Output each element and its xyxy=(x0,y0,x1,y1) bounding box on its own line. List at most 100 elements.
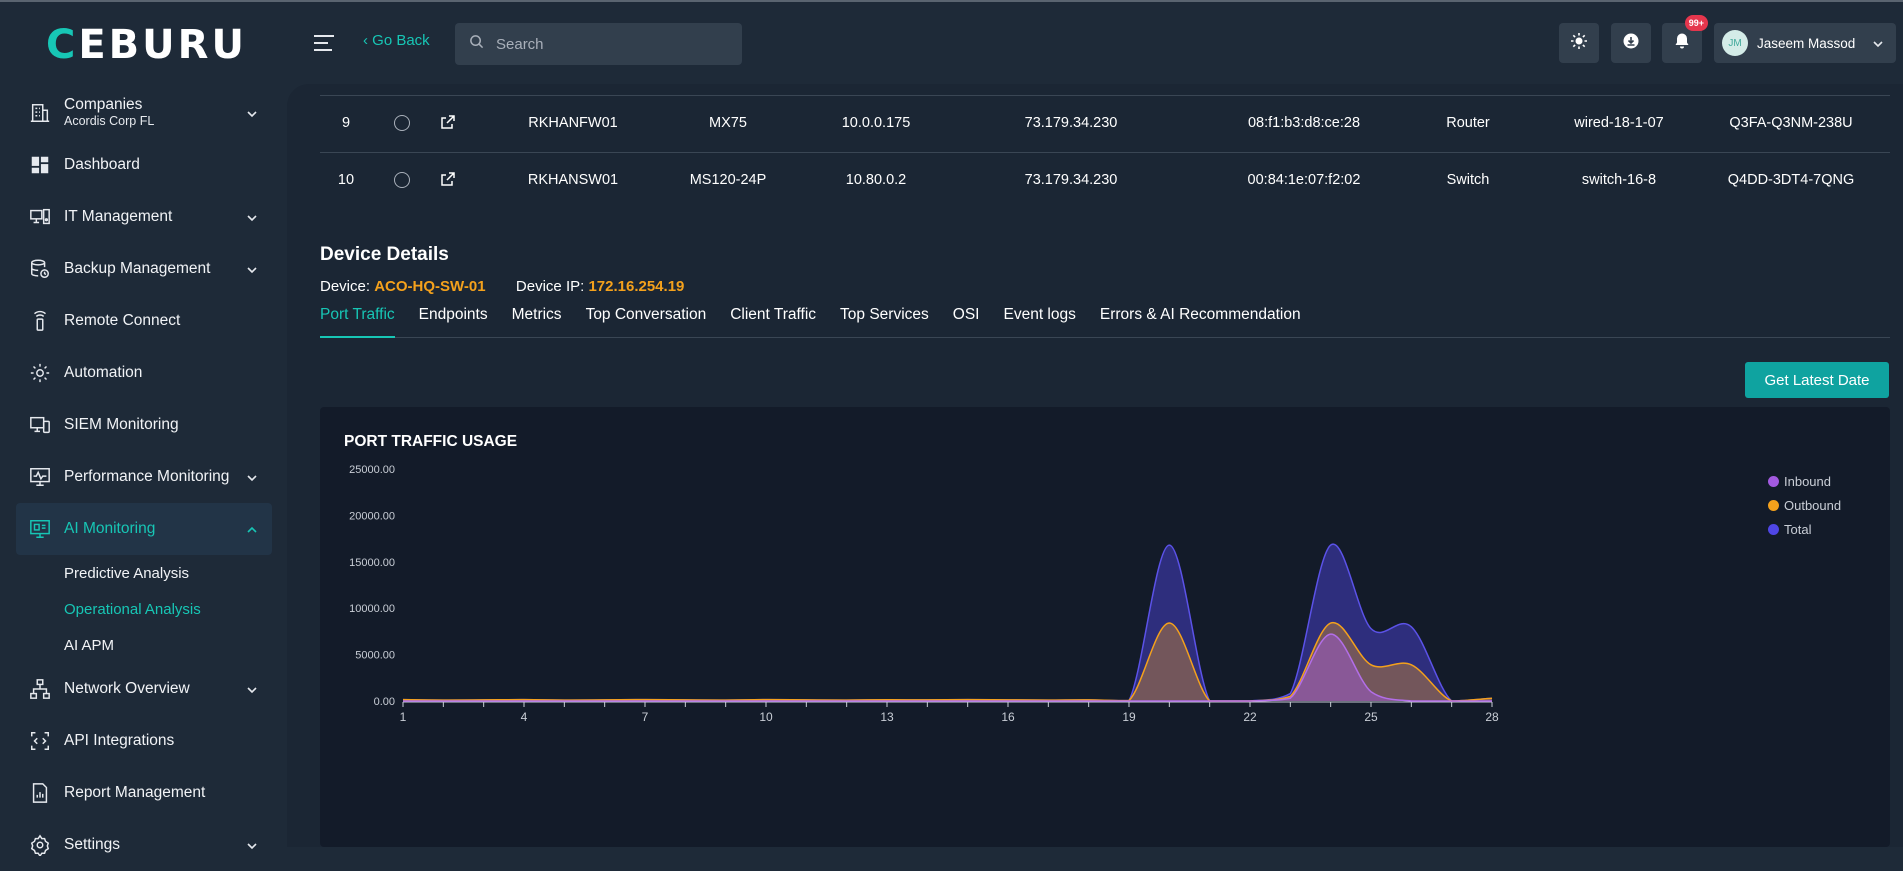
x-tick-label: 7 xyxy=(642,710,649,724)
submenu-operational-analysis[interactable]: Operational Analysis xyxy=(64,600,201,618)
chevron-down-icon xyxy=(246,107,258,119)
tab-event-logs[interactable]: Event logs xyxy=(1003,306,1076,323)
sidebar-item-label: Report Management xyxy=(64,784,206,801)
bell-icon xyxy=(1673,32,1691,55)
mac-address: 08:f1:b3:d8:ce:28 xyxy=(1247,115,1361,131)
x-tick-label: 19 xyxy=(1122,710,1136,724)
search-input[interactable] xyxy=(496,35,716,53)
public-ip: 73.179.34.230 xyxy=(1024,115,1118,131)
go-back-link[interactable]: ‹ Go Back xyxy=(363,32,430,49)
device-name: RKHANFW01 xyxy=(528,115,618,131)
device-table: 9 RKHANFW01 MX75 10.0.0.175 73.179.34.23… xyxy=(320,95,1890,209)
user-menu[interactable]: JM Jaseem Massod xyxy=(1714,23,1896,63)
device-name: RKHANSW01 xyxy=(527,172,619,188)
network-icon xyxy=(28,677,52,701)
sidebar-item-remote-connect[interactable]: Remote Connect xyxy=(16,295,272,347)
sidebar-item-companies[interactable]: Companies Acordis Corp FL xyxy=(16,87,272,139)
top-border xyxy=(0,0,1903,2)
sidebar-item-performance-monitoring[interactable]: Performance Monitoring xyxy=(16,451,272,503)
row-select-radio[interactable] xyxy=(394,115,410,131)
tab-client-traffic[interactable]: Client Traffic xyxy=(730,306,817,323)
y-tick-label: 20000.00 xyxy=(349,510,395,522)
external-link-icon[interactable] xyxy=(440,114,456,130)
companies-label: Companies xyxy=(64,96,143,113)
legend-inbound[interactable]: Inbound xyxy=(1768,469,1841,493)
brand-logo[interactable]: CEBURU xyxy=(46,22,247,68)
notification-badge: 99+ xyxy=(1684,15,1708,31)
chevron-down-icon xyxy=(246,211,258,223)
sidebar-item-report-management[interactable]: Report Management xyxy=(16,767,272,819)
device-tabs: Port Traffic Endpoints Metrics Top Conve… xyxy=(320,304,1890,338)
sidebar-item-it-management[interactable]: IT Management xyxy=(16,191,272,243)
chart-legend: Inbound Outbound Total xyxy=(1768,469,1841,541)
sidebar-item-api-integrations[interactable]: API Integrations xyxy=(16,715,272,767)
x-tick-label: 25 xyxy=(1364,710,1378,724)
tab-metrics[interactable]: Metrics xyxy=(511,306,562,323)
settings-icon xyxy=(28,833,52,857)
legend-total[interactable]: Total xyxy=(1768,517,1841,541)
sidebar-item-settings[interactable]: Settings xyxy=(16,819,272,871)
series-inbound-line xyxy=(402,633,1492,702)
sidebar-nav: Companies Acordis Corp FL Dashboard IT Ma… xyxy=(16,87,272,871)
submenu-ai-apm[interactable]: AI APM xyxy=(64,636,115,654)
chevron-up-icon xyxy=(246,523,258,535)
it-management-icon xyxy=(28,205,52,229)
public-ip: 73.179.34.230 xyxy=(1024,172,1118,188)
tab-endpoints[interactable]: Endpoints xyxy=(418,306,488,323)
series-total-area xyxy=(403,544,1492,701)
row-select-radio[interactable] xyxy=(394,172,410,188)
user-name: Jaseem Massod xyxy=(1757,35,1856,51)
lan-ip: 10.0.0.175 xyxy=(841,115,911,131)
tab-top-services[interactable]: Top Services xyxy=(840,306,929,323)
lan-ip: 10.80.0.2 xyxy=(845,172,907,188)
chart-title: PORT TRAFFIC USAGE xyxy=(344,433,518,450)
sidebar-item-label: IT Management xyxy=(64,208,173,225)
sidebar-item-automation[interactable]: Automation xyxy=(16,347,272,399)
sidebar-item-label: Remote Connect xyxy=(64,312,181,329)
sidebar-item-siem-monitoring[interactable]: SIEM Monitoring xyxy=(16,399,272,451)
sidebar-item-network-overview[interactable]: Network Overview xyxy=(16,663,272,715)
tab-top-conversation[interactable]: Top Conversation xyxy=(585,306,707,323)
y-tick-label: 5000.00 xyxy=(355,650,395,662)
sidebar-item-ai-monitoring[interactable]: AI Monitoring xyxy=(16,503,272,555)
y-tick-label: 0.00 xyxy=(374,696,395,708)
download-button[interactable] xyxy=(1611,23,1651,63)
x-tick-label: 4 xyxy=(521,710,528,724)
submenu-predictive-analysis[interactable]: Predictive Analysis xyxy=(64,564,190,582)
tab-errors-ai-recommendation[interactable]: Errors & AI Recommendation xyxy=(1099,306,1301,323)
menu-toggle-icon[interactable] xyxy=(314,35,334,51)
row-number: 9 xyxy=(341,115,351,131)
x-tick-label: 10 xyxy=(759,710,773,724)
sidebar-item-dashboard[interactable]: Dashboard xyxy=(16,139,272,191)
sidebar-item-backup-management[interactable]: Backup Management xyxy=(16,243,272,295)
download-icon xyxy=(1622,32,1640,55)
table-row[interactable]: 10 RKHANSW01 MS120-24P 10.80.0.2 73.179.… xyxy=(320,152,1890,209)
series-inbound-area xyxy=(403,634,1492,701)
sidebar-item-label: Dashboard xyxy=(64,156,140,173)
remote-icon xyxy=(28,309,52,333)
get-latest-date-button[interactable]: Get Latest Date xyxy=(1745,362,1889,398)
tab-port-traffic[interactable]: Port Traffic xyxy=(320,304,395,338)
chevron-down-icon xyxy=(246,471,258,483)
chevron-down-icon xyxy=(246,683,258,695)
search-box xyxy=(455,23,742,65)
theme-toggle-button[interactable] xyxy=(1559,23,1599,63)
port-traffic-chart: 0.00 5000.00 10000.00 15000.00 20000.00 25000… xyxy=(349,464,1499,724)
device-model: MX75 xyxy=(709,115,747,131)
device-model: MS120-24P xyxy=(689,172,767,188)
top-header: ‹ Go Back 99+ JM Jaseem Massod xyxy=(287,2,1903,84)
external-link-icon[interactable] xyxy=(440,171,456,187)
siem-icon xyxy=(28,413,52,437)
y-tick-label: 25000.00 xyxy=(349,464,395,476)
x-tick-label: 22 xyxy=(1243,710,1257,724)
device-type: Switch xyxy=(1446,172,1490,188)
sidebar-item-label: Backup Management xyxy=(64,260,211,277)
chevron-down-icon xyxy=(1872,37,1884,49)
legend-outbound[interactable]: Outbound xyxy=(1768,493,1841,517)
sidebar: CEBURU Companies Acordis Corp FL Dashboar… xyxy=(0,2,287,856)
table-row[interactable]: 9 RKHANFW01 MX75 10.0.0.175 73.179.34.23… xyxy=(320,95,1890,152)
chevron-down-icon xyxy=(246,263,258,275)
series-outbound-line xyxy=(402,622,1493,702)
notifications-button[interactable]: 99+ xyxy=(1662,15,1708,63)
tab-osi[interactable]: OSI xyxy=(952,306,980,323)
